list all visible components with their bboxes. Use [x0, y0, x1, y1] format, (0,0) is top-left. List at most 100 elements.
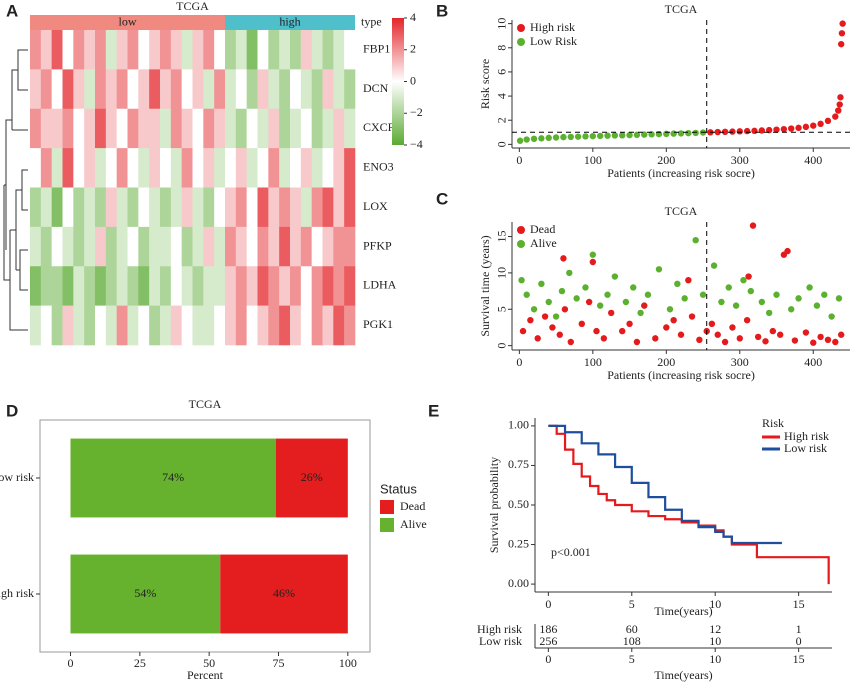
heat-cell: [246, 226, 258, 267]
heat-cell: [40, 226, 52, 267]
y-tick-label: 10: [495, 267, 509, 279]
legend-marker: [517, 38, 525, 46]
point: [725, 284, 732, 291]
point: [567, 338, 574, 346]
heat-cell: [257, 108, 269, 149]
point: [670, 130, 677, 137]
y-tick-label: 0.25: [508, 536, 529, 550]
point: [824, 336, 832, 344]
y-axis-label: Risk score: [478, 59, 492, 109]
legend-label: High risk: [530, 20, 575, 34]
table-value: 12: [709, 622, 721, 636]
x-tick-label: 200: [657, 355, 675, 369]
point: [681, 295, 688, 302]
point: [530, 306, 538, 313]
point: [747, 287, 755, 295]
heat-cell: [127, 187, 139, 228]
heat-cell: [333, 305, 345, 346]
heat-cell: [51, 305, 63, 346]
heat-cell: [257, 305, 269, 346]
heat-cell: [95, 266, 107, 306]
heat-cell: [203, 266, 215, 306]
point: [714, 331, 721, 338]
group-label: high: [279, 14, 300, 28]
point: [674, 280, 681, 288]
heat-cell: [279, 226, 291, 267]
heat-cell: [62, 30, 74, 70]
colorbar-label: 0: [410, 73, 416, 87]
point: [611, 132, 619, 139]
colorbar: [392, 18, 404, 145]
heat-cell: [322, 148, 334, 188]
heat-cell: [333, 187, 345, 228]
y-tick-label: 15: [495, 231, 509, 243]
table-value: 60: [626, 622, 638, 636]
heat-cell: [290, 148, 302, 188]
point: [611, 273, 619, 280]
legend-label: Low Risk: [530, 34, 577, 48]
heat-cell: [127, 305, 139, 346]
point: [743, 316, 751, 324]
point: [637, 309, 644, 317]
colorbar-label: −2: [410, 105, 423, 119]
heat-cell: [192, 69, 204, 110]
panel-letter: D: [6, 401, 18, 420]
heat-cell: [116, 226, 128, 267]
point: [838, 30, 846, 37]
point: [523, 291, 530, 298]
x-axis-label: Percent: [187, 668, 224, 682]
x-tick-label: 300: [731, 355, 749, 369]
y-tick-label: 1.00: [508, 418, 529, 432]
heat-cell: [95, 108, 107, 149]
heat-cell: [192, 305, 204, 346]
table-axis-label: Time(years): [654, 668, 712, 682]
legend-title: Risk: [762, 416, 784, 430]
point: [619, 132, 626, 139]
x-tick-label: 0: [68, 656, 74, 670]
x-axis-label: Patients (increasing risk socre): [607, 166, 755, 180]
point: [791, 337, 799, 344]
heat-cell: [203, 69, 215, 110]
heat-cell: [311, 305, 323, 346]
x-tick-label: 0: [516, 153, 522, 167]
colorbar-label: 4: [410, 10, 416, 24]
heat-cell: [333, 69, 345, 110]
point: [685, 276, 692, 284]
heat-cell: [51, 148, 63, 188]
row-label: PGK1: [363, 317, 393, 331]
point: [749, 222, 757, 229]
heat-cell: [279, 30, 291, 70]
heat-cell: [105, 305, 117, 346]
heat-cell: [160, 187, 172, 228]
legend-title: Status: [380, 481, 417, 496]
x-axis-label: Time(years): [654, 604, 712, 618]
heat-cell: [116, 69, 128, 110]
legend-label: Dead: [400, 499, 425, 513]
heat-cell: [290, 266, 302, 306]
heat-cell: [225, 226, 237, 267]
heat-cell: [235, 108, 247, 149]
heat-cell: [30, 305, 42, 346]
point: [677, 331, 685, 338]
chart-title: TCGA: [665, 204, 698, 218]
heat-cell: [311, 108, 323, 149]
heat-cell: [235, 305, 247, 346]
point: [788, 125, 795, 132]
heat-cell: [181, 69, 193, 110]
point: [596, 132, 604, 140]
heat-cell: [84, 266, 96, 306]
heat-cell: [203, 187, 215, 228]
point: [670, 316, 677, 324]
heat-cell: [105, 148, 117, 188]
point: [758, 298, 766, 306]
point: [538, 135, 545, 142]
type-label: type: [361, 14, 382, 28]
legend-key: [380, 500, 394, 514]
heat-cell: [116, 30, 128, 70]
x-tick-label: 75: [272, 656, 284, 670]
point: [821, 291, 828, 298]
heat-cell: [344, 148, 356, 188]
point: [795, 124, 802, 132]
point: [633, 131, 641, 139]
heat-cell: [322, 305, 334, 346]
